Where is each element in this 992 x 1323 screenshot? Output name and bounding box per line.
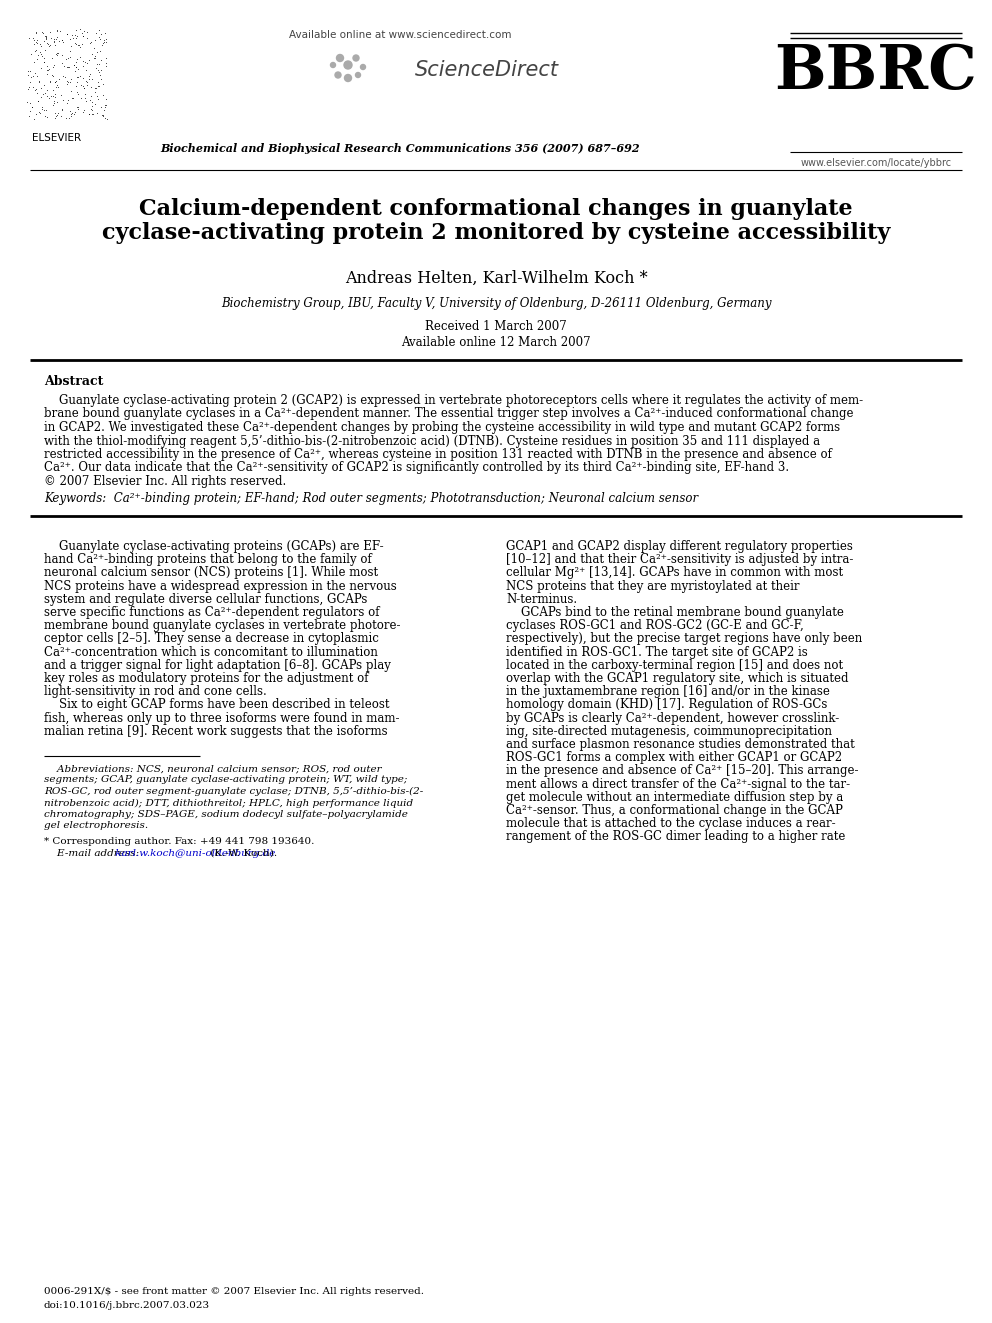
- Text: Guanylate cyclase-activating proteins (GCAPs) are EF-: Guanylate cyclase-activating proteins (G…: [44, 540, 384, 553]
- Text: NCS proteins have a widespread expression in the nervous: NCS proteins have a widespread expressio…: [44, 579, 397, 593]
- Text: by GCAPs is clearly Ca²⁺-dependent, however crosslink-: by GCAPs is clearly Ca²⁺-dependent, howe…: [506, 712, 839, 725]
- Text: located in the carboxy-terminal region [15] and does not: located in the carboxy-terminal region […: [506, 659, 843, 672]
- Text: BBRC: BBRC: [775, 42, 977, 102]
- Text: cyclase-activating protein 2 monitored by cysteine accessibility: cyclase-activating protein 2 monitored b…: [102, 222, 890, 243]
- Text: Andreas Helten, Karl-Wilhelm Koch *: Andreas Helten, Karl-Wilhelm Koch *: [344, 270, 648, 287]
- Text: © 2007 Elsevier Inc. All rights reserved.: © 2007 Elsevier Inc. All rights reserved…: [44, 475, 287, 488]
- Text: karl.w.koch@uni-oldenburg.de: karl.w.koch@uni-oldenburg.de: [112, 849, 276, 859]
- Circle shape: [353, 56, 359, 61]
- Text: * Corresponding author. Fax: +49 441 798 193640.: * Corresponding author. Fax: +49 441 798…: [44, 837, 314, 845]
- Text: ment allows a direct transfer of the Ca²⁺-signal to the tar-: ment allows a direct transfer of the Ca²…: [506, 778, 850, 791]
- Text: Available online at www.sciencedirect.com: Available online at www.sciencedirect.co…: [289, 30, 511, 40]
- Text: identified in ROS-GC1. The target site of GCAP2 is: identified in ROS-GC1. The target site o…: [506, 646, 807, 659]
- Text: fish, whereas only up to three isoforms were found in mam-: fish, whereas only up to three isoforms …: [44, 712, 400, 725]
- Text: www.elsevier.com/locate/ybbrc: www.elsevier.com/locate/ybbrc: [801, 157, 951, 168]
- Text: rangement of the ROS-GC dimer leading to a higher rate: rangement of the ROS-GC dimer leading to…: [506, 831, 845, 843]
- Circle shape: [344, 74, 351, 82]
- Text: malian retina [9]. Recent work suggests that the isoforms: malian retina [9]. Recent work suggests …: [44, 725, 388, 738]
- Text: nitrobenzoic acid); DTT, dithiothreitol; HPLC, high performance liquid: nitrobenzoic acid); DTT, dithiothreitol;…: [44, 799, 413, 807]
- Text: key roles as modulatory proteins for the adjustment of: key roles as modulatory proteins for the…: [44, 672, 368, 685]
- Text: Abbreviations: NCS, neuronal calcium sensor; ROS, rod outer: Abbreviations: NCS, neuronal calcium sen…: [44, 763, 382, 773]
- Text: restricted accessibility in the presence of Ca²⁺, whereas cysteine in position 1: restricted accessibility in the presence…: [44, 448, 832, 460]
- Text: Six to eight GCAP forms have been described in teleost: Six to eight GCAP forms have been descri…: [44, 699, 390, 712]
- Text: Biochemistry Group, IBU, Faculty V, University of Oldenburg, D-26111 Oldenburg, : Biochemistry Group, IBU, Faculty V, Univ…: [221, 296, 771, 310]
- Circle shape: [344, 61, 352, 69]
- Circle shape: [360, 65, 365, 70]
- Text: Received 1 March 2007: Received 1 March 2007: [426, 320, 566, 333]
- Text: [10–12] and that their Ca²⁺-sensitivity is adjusted by intra-: [10–12] and that their Ca²⁺-sensitivity …: [506, 553, 853, 566]
- Text: (K.-W. Koch).: (K.-W. Koch).: [207, 849, 277, 859]
- Text: brane bound guanylate cyclases in a Ca²⁺-dependent manner. The essential trigger: brane bound guanylate cyclases in a Ca²⁺…: [44, 407, 853, 421]
- Text: cyclases ROS-GC1 and ROS-GC2 (GC-E and GC-F,: cyclases ROS-GC1 and ROS-GC2 (GC-E and G…: [506, 619, 804, 632]
- Text: system and regulate diverse cellular functions, GCAPs: system and regulate diverse cellular fun…: [44, 593, 367, 606]
- Text: NCS proteins that they are myristoylated at their: NCS proteins that they are myristoylated…: [506, 579, 800, 593]
- Text: Guanylate cyclase-activating protein 2 (GCAP2) is expressed in vertebrate photor: Guanylate cyclase-activating protein 2 (…: [44, 394, 863, 407]
- Text: and surface plasmon resonance studies demonstrated that: and surface plasmon resonance studies de…: [506, 738, 855, 751]
- Text: 0006-291X/$ - see front matter © 2007 Elsevier Inc. All rights reserved.: 0006-291X/$ - see front matter © 2007 El…: [44, 1287, 424, 1297]
- Text: Ca²⁺-concentration which is concomitant to illumination: Ca²⁺-concentration which is concomitant …: [44, 646, 378, 659]
- Text: ROS-GC1 forms a complex with either GCAP1 or GCAP2: ROS-GC1 forms a complex with either GCAP…: [506, 751, 842, 765]
- Text: ing, site-directed mutagenesis, coimmunoprecipitation: ing, site-directed mutagenesis, coimmuno…: [506, 725, 832, 738]
- Text: membrane bound guanylate cyclases in vertebrate photore-: membrane bound guanylate cyclases in ver…: [44, 619, 401, 632]
- Text: Abstract: Abstract: [44, 374, 103, 388]
- Text: light-sensitivity in rod and cone cells.: light-sensitivity in rod and cone cells.: [44, 685, 267, 699]
- Text: ELSEVIER: ELSEVIER: [33, 134, 81, 143]
- Text: GCAPs bind to the retinal membrane bound guanylate: GCAPs bind to the retinal membrane bound…: [506, 606, 844, 619]
- Text: Keywords:  Ca²⁺-binding protein; EF-hand; Rod outer segments; Phototransduction;: Keywords: Ca²⁺-binding protein; EF-hand;…: [44, 492, 698, 505]
- Text: ROS-GC, rod outer segment-guanylate cyclase; DTNB, 5,5’-dithio-bis-(2-: ROS-GC, rod outer segment-guanylate cycl…: [44, 787, 424, 796]
- Text: get molecule without an intermediate diffusion step by a: get molecule without an intermediate dif…: [506, 791, 843, 804]
- Text: homology domain (KHD) [17]. Regulation of ROS-GCs: homology domain (KHD) [17]. Regulation o…: [506, 699, 827, 712]
- Text: doi:10.1016/j.bbrc.2007.03.023: doi:10.1016/j.bbrc.2007.03.023: [44, 1301, 210, 1310]
- Text: and a trigger signal for light adaptation [6–8]. GCAPs play: and a trigger signal for light adaptatio…: [44, 659, 391, 672]
- Text: in GCAP2. We investigated these Ca²⁺-dependent changes by probing the cysteine a: in GCAP2. We investigated these Ca²⁺-dep…: [44, 421, 840, 434]
- Text: hand Ca²⁺-binding proteins that belong to the family of: hand Ca²⁺-binding proteins that belong t…: [44, 553, 372, 566]
- Text: Available online 12 March 2007: Available online 12 March 2007: [401, 336, 591, 349]
- Text: in the juxtamembrane region [16] and/or in the kinase: in the juxtamembrane region [16] and/or …: [506, 685, 830, 699]
- Text: cellular Mg²⁺ [13,14]. GCAPs have in common with most: cellular Mg²⁺ [13,14]. GCAPs have in com…: [506, 566, 843, 579]
- Text: overlap with the GCAP1 regulatory site, which is situated: overlap with the GCAP1 regulatory site, …: [506, 672, 848, 685]
- Text: Ca²⁺. Our data indicate that the Ca²⁺-sensitivity of GCAP2 is significantly cont: Ca²⁺. Our data indicate that the Ca²⁺-se…: [44, 462, 789, 475]
- Circle shape: [335, 71, 341, 78]
- Text: Ca²⁺-sensor. Thus, a conformational change in the GCAP: Ca²⁺-sensor. Thus, a conformational chan…: [506, 804, 843, 818]
- Text: molecule that is attached to the cyclase induces a rear-: molecule that is attached to the cyclase…: [506, 818, 835, 831]
- Circle shape: [355, 73, 360, 78]
- Text: ScienceDirect: ScienceDirect: [415, 60, 559, 79]
- Text: E-mail address:: E-mail address:: [44, 849, 139, 859]
- Text: serve specific functions as Ca²⁺-dependent regulators of: serve specific functions as Ca²⁺-depende…: [44, 606, 380, 619]
- Circle shape: [330, 62, 335, 67]
- Circle shape: [336, 54, 343, 61]
- Text: N-terminus.: N-terminus.: [506, 593, 577, 606]
- Text: in the presence and absence of Ca²⁺ [15–20]. This arrange-: in the presence and absence of Ca²⁺ [15–…: [506, 765, 858, 778]
- Text: chromatography; SDS–PAGE, sodium dodecyl sulfate–polyacrylamide: chromatography; SDS–PAGE, sodium dodecyl…: [44, 810, 408, 819]
- Text: with the thiol-modifying reagent 5,5’-dithio-bis-(2-nitrobenzoic acid) (DTNB). C: with the thiol-modifying reagent 5,5’-di…: [44, 434, 820, 447]
- Text: Calcium-dependent conformational changes in guanylate: Calcium-dependent conformational changes…: [139, 198, 853, 220]
- Text: ceptor cells [2–5]. They sense a decrease in cytoplasmic: ceptor cells [2–5]. They sense a decreas…: [44, 632, 379, 646]
- Text: Biochemical and Biophysical Research Communications 356 (2007) 687–692: Biochemical and Biophysical Research Com…: [160, 143, 640, 153]
- Text: GCAP1 and GCAP2 display different regulatory properties: GCAP1 and GCAP2 display different regula…: [506, 540, 853, 553]
- Text: gel electrophoresis.: gel electrophoresis.: [44, 822, 148, 831]
- Text: neuronal calcium sensor (NCS) proteins [1]. While most: neuronal calcium sensor (NCS) proteins […: [44, 566, 378, 579]
- Text: segments; GCAP, guanylate cyclase-activating protein; WT, wild type;: segments; GCAP, guanylate cyclase-activa…: [44, 775, 408, 785]
- Text: respectively), but the precise target regions have only been: respectively), but the precise target re…: [506, 632, 862, 646]
